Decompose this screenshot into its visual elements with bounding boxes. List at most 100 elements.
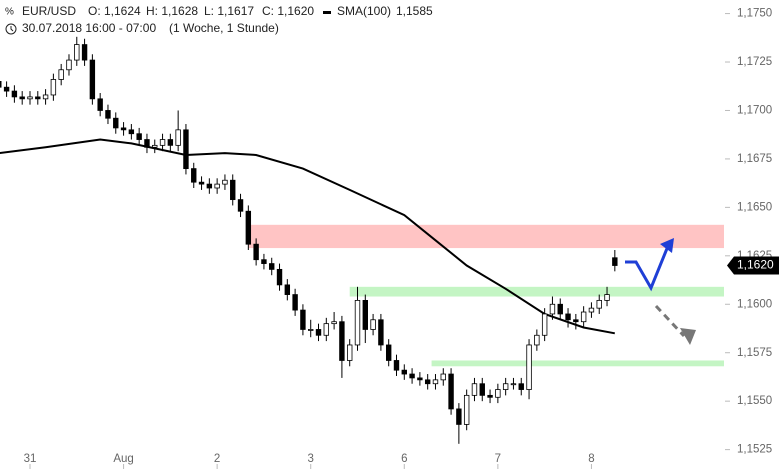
candle-body (487, 394, 493, 398)
zones (248, 224, 724, 367)
sma-name: SMA(100) (337, 4, 391, 18)
candle-body (463, 394, 470, 425)
x-tick-label: 2 (214, 453, 220, 465)
candle-body (269, 263, 275, 270)
candle-body (198, 181, 205, 185)
candle-body (167, 139, 174, 146)
candle-body (518, 383, 524, 390)
last-price-box (727, 256, 779, 275)
candle-body (534, 334, 540, 346)
candle-body (35, 96, 41, 100)
candle-body (440, 373, 446, 381)
date-range: 30.07.2018 16:00 - 07:00 (22, 21, 156, 35)
candle-body (424, 379, 431, 385)
candle-body (580, 311, 587, 323)
candle-body (308, 329, 314, 331)
candle-body (175, 129, 181, 146)
candle-body (50, 79, 57, 96)
high-label: H: 1,1628 (146, 4, 198, 18)
candle-body (230, 179, 236, 201)
candle-body (323, 323, 330, 336)
price-zone (248, 224, 724, 249)
y-tick-label: 1,1700 (737, 104, 772, 116)
y-tick-label: 1,1650 (737, 201, 772, 213)
symbol-icon: % (5, 7, 14, 18)
down-arrow-head (680, 328, 696, 345)
candle-body (191, 168, 197, 183)
candle-body (3, 86, 10, 92)
candle-body (206, 183, 213, 189)
candle-body (370, 319, 376, 330)
candle-body (237, 199, 244, 212)
candle-body (596, 299, 602, 309)
candle-body (27, 96, 33, 100)
y-tick-label: 1,1675 (737, 153, 772, 165)
clock-hand (10, 26, 14, 32)
up-arrow-head (660, 238, 674, 253)
open-label: O: 1,1624 (88, 4, 141, 18)
down-scenario-arrow (654, 304, 686, 338)
axes: 1,15251,15501,15751,16001,16251,16501,16… (24, 8, 779, 469)
y-tick-label: 1,1525 (737, 444, 772, 456)
sma-line (0, 138, 615, 335)
x-tick-label: 8 (588, 453, 594, 465)
candle-body (331, 321, 337, 325)
candle-body (284, 284, 291, 295)
close-label: C: 1,1620 (262, 4, 314, 18)
candle-body (557, 303, 563, 315)
candle-body (573, 319, 579, 323)
candle-body (347, 344, 353, 361)
candle-body (183, 129, 189, 170)
y-tick-label: 1,1575 (737, 347, 772, 359)
candle-body (604, 294, 610, 301)
candle-body (401, 369, 407, 375)
last-price-label: 1,1620 (737, 258, 774, 272)
x-tick-label: 7 (495, 453, 501, 465)
candle-body (393, 360, 400, 371)
y-tick-label: 1,1725 (737, 56, 772, 68)
candle-body (300, 309, 306, 330)
sma-value: 1,1585 (396, 4, 433, 18)
candle-body (354, 299, 361, 346)
candle-body (479, 383, 485, 396)
low-label: L: 1,1617 (204, 4, 254, 18)
candle-body (42, 94, 49, 100)
header: % EUR/USD O: 1,1624 H: 1,1628 L: 1,1617 … (5, 4, 433, 35)
candle-body (417, 377, 423, 381)
candle-body (495, 389, 501, 398)
candle-body (253, 243, 259, 261)
candle-body (222, 179, 228, 185)
candle-body (565, 313, 571, 321)
candle-body (214, 183, 220, 189)
candle-body (292, 294, 298, 311)
candle-body (471, 383, 478, 396)
candle-body (588, 307, 595, 313)
y-tick-label: 1,1750 (737, 8, 772, 20)
candle-body (19, 96, 25, 100)
candle-body (339, 321, 345, 361)
candle-body (152, 144, 158, 148)
candle-body (58, 69, 64, 80)
candle-body (245, 210, 252, 245)
candle-body (432, 379, 439, 385)
candle-body (448, 373, 454, 410)
candle-body (81, 44, 88, 61)
sma-layer (0, 138, 615, 335)
candle-body (526, 344, 532, 390)
candle-body (89, 59, 96, 100)
candle-body (510, 383, 517, 386)
y-tick-label: 1,1550 (737, 395, 772, 407)
candle-body (409, 373, 415, 379)
candle-body (144, 139, 150, 148)
candle-body (105, 110, 111, 119)
period: (1 Woche, 1 Stunde) (169, 21, 279, 35)
candle-body (74, 44, 80, 61)
candle-body (362, 299, 368, 330)
candle-body (128, 129, 135, 135)
x-tick-label: 6 (401, 453, 407, 465)
candle-body (502, 383, 509, 390)
price-zone (349, 286, 724, 297)
candle-body (120, 127, 127, 131)
symbol: EUR/USD (22, 4, 76, 18)
candle-body (113, 117, 119, 129)
